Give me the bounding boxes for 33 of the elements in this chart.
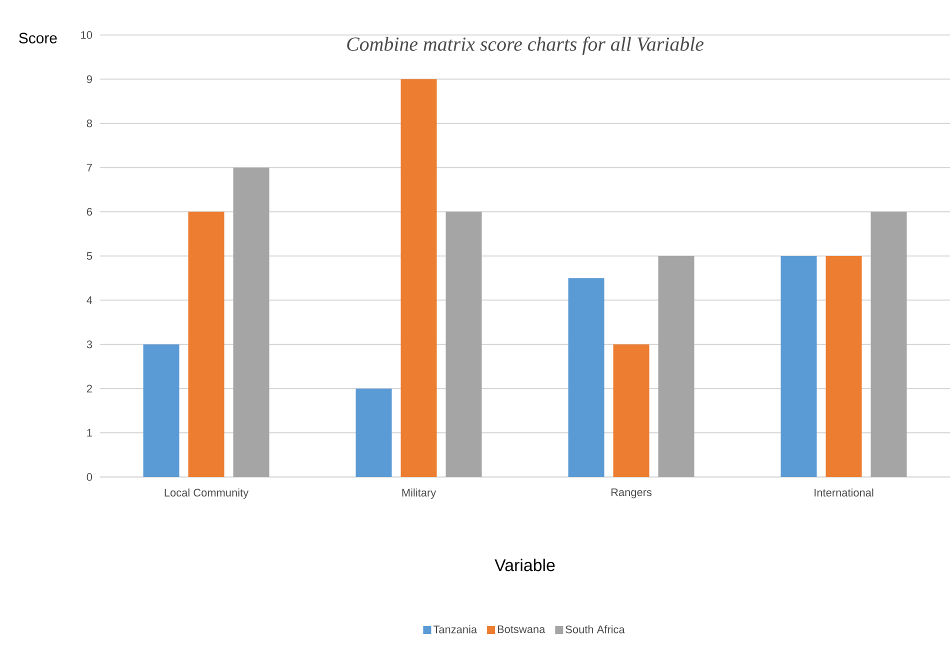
bar: [826, 256, 862, 477]
y-tick-label: 9: [86, 75, 92, 84]
bar: [870, 212, 907, 477]
bar: [446, 212, 482, 477]
bar: [233, 168, 270, 477]
bar: [400, 79, 437, 477]
x-tick-label: Local Community: [164, 488, 249, 499]
bar: [568, 278, 604, 477]
bar: [188, 212, 224, 477]
x-tick-label: Military: [402, 488, 436, 499]
y-tick-label: 0: [86, 473, 92, 481]
y-tick-label: 7: [86, 164, 92, 172]
bar: [780, 256, 817, 477]
bar: [143, 344, 180, 477]
chart-title: Combine matrix score charts for all Variable: [347, 36, 704, 55]
bar: [613, 344, 650, 477]
y-tick-label: 10: [81, 31, 92, 39]
x-tick-label: International: [814, 488, 874, 497]
bar: [658, 256, 694, 477]
x-axis-title: Variable: [494, 558, 555, 572]
y-axis-title: Score: [19, 32, 57, 44]
x-tick-label: Rangers: [611, 488, 652, 498]
y-tick-label: 4: [86, 296, 92, 304]
y-tick-label: 8: [86, 120, 92, 128]
legend-label: Tanzania: [433, 625, 478, 634]
bar: [356, 388, 392, 477]
y-tick-label: 1: [87, 429, 92, 437]
y-tick-label: 6: [86, 208, 92, 216]
legend-label: Botswana: [498, 625, 546, 634]
y-tick-label: 3: [86, 340, 92, 348]
legend-label: South Africa: [566, 625, 625, 634]
y-tick-label: 2: [86, 384, 92, 392]
y-tick-label: 5: [86, 252, 92, 260]
